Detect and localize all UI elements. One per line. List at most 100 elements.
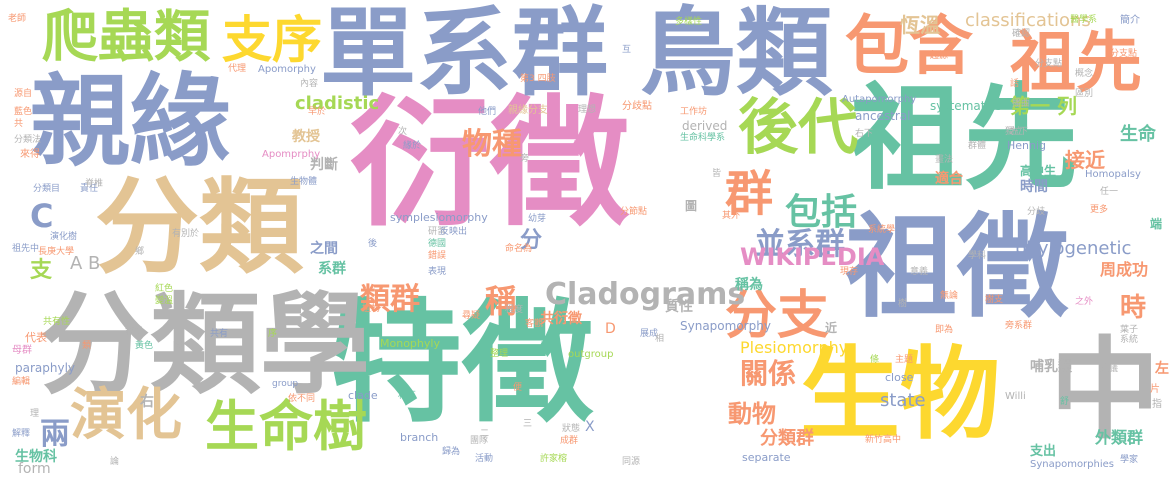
- word: 生命樹: [205, 395, 367, 458]
- word: 皆: [712, 169, 722, 179]
- word: 分節點: [620, 207, 648, 217]
- word: 無論: [940, 291, 959, 301]
- word: 多樣性: [675, 17, 703, 27]
- word: 同源: [622, 457, 641, 467]
- word: 德國: [428, 239, 447, 249]
- word: 程度: [505, 305, 524, 315]
- word: 左下: [1010, 127, 1029, 137]
- word: 舒: [1060, 397, 1070, 407]
- word: classifications: [965, 10, 1091, 31]
- word: 恆溫: [900, 13, 940, 37]
- word: clade: [348, 389, 378, 402]
- word: 尋疑: [462, 311, 481, 321]
- word: 變溫: [155, 296, 174, 306]
- word: Homopalsy: [1085, 169, 1141, 180]
- word: 次: [398, 127, 408, 137]
- word: 新竹高中: [865, 435, 902, 445]
- word: 中: [1050, 326, 1160, 454]
- word: Synapomorphy: [680, 319, 771, 333]
- word: 命名為: [505, 244, 533, 254]
- word: 祖先: [850, 72, 1079, 205]
- word: cladistic: [295, 93, 380, 114]
- word: 類群: [360, 282, 420, 317]
- word: 左: [1155, 361, 1169, 377]
- word: 共: [14, 119, 24, 129]
- word: 單系群: [320, 0, 608, 109]
- word: 祖先中: [12, 244, 40, 254]
- word: 旁: [520, 154, 530, 164]
- word: D: [605, 321, 616, 337]
- word: 兩: [40, 417, 70, 452]
- word: 片: [1150, 384, 1160, 395]
- word: Monophyly: [380, 337, 440, 350]
- word: form: [18, 461, 51, 477]
- word: 藍色: [14, 107, 33, 117]
- word: 後: [368, 239, 378, 249]
- word: state: [880, 390, 926, 411]
- word: 旁系群: [1005, 321, 1033, 331]
- word: 判斷: [310, 157, 338, 173]
- word: 意義: [910, 267, 929, 277]
- word: 表現: [428, 267, 447, 277]
- word: 之間: [310, 241, 338, 257]
- word: X: [585, 419, 595, 435]
- word: 條: [870, 355, 880, 365]
- word: 相: [655, 334, 665, 344]
- word: 客觀: [525, 319, 544, 329]
- word: 分類: [95, 166, 304, 288]
- word: 系統學: [868, 225, 896, 235]
- word: 生命: [1120, 124, 1156, 145]
- word: group: [272, 379, 299, 389]
- word: 其外: [722, 211, 741, 221]
- word: 學科: [968, 251, 987, 261]
- word: 畫法: [935, 155, 954, 165]
- word: 動物: [728, 400, 776, 428]
- word: 獨立: [1005, 127, 1024, 137]
- word: derived: [682, 119, 728, 133]
- word: 近: [825, 321, 838, 335]
- word: 接近: [1065, 148, 1105, 172]
- word: 現存: [840, 267, 859, 277]
- word: Apomprphy: [262, 149, 321, 160]
- word: 共衍徵: [540, 311, 582, 327]
- word: 互: [622, 45, 632, 55]
- word: 共有: [210, 329, 229, 339]
- word: 質性: [665, 299, 693, 315]
- word: 物種: [462, 127, 522, 162]
- word: 支出: [1030, 444, 1057, 459]
- word: 分支: [725, 286, 830, 346]
- word: 包含: [845, 10, 973, 84]
- word: 樹支: [985, 295, 1004, 305]
- word: 三: [523, 419, 533, 429]
- word: Synapomorphies: [1030, 459, 1114, 470]
- word: paraphyly: [15, 361, 76, 375]
- word: close: [885, 371, 914, 384]
- word: 狀態: [562, 424, 581, 434]
- word: 簡介: [1120, 15, 1140, 26]
- word: 鳥類: [640, 0, 832, 109]
- word: 右: [140, 394, 154, 410]
- word: 鄉: [135, 247, 145, 257]
- word: 二: [480, 429, 490, 439]
- word: 任一: [1100, 187, 1119, 197]
- word: 外類群: [1095, 428, 1144, 447]
- word: 並系群: [755, 227, 845, 262]
- word: 親緣分支: [508, 105, 548, 116]
- word: outgroup: [568, 349, 614, 360]
- word: 第3 四肢: [520, 74, 556, 84]
- word: 歸為: [442, 447, 461, 457]
- word: 相互: [398, 391, 417, 401]
- word: 黃色: [135, 341, 154, 351]
- word: Plesiomorphy: [740, 338, 849, 357]
- word: 高中生: [1020, 164, 1057, 178]
- word: 許家榕: [540, 454, 568, 464]
- word: 端: [1150, 217, 1163, 231]
- word: 時間: [1020, 179, 1048, 195]
- word: 來得: [20, 149, 40, 160]
- word: 老師: [8, 14, 27, 24]
- word: ancestral: [855, 109, 911, 123]
- word: 生物: [800, 336, 1000, 453]
- word: 系群: [318, 261, 346, 277]
- word: 爬蟲類: [42, 5, 210, 70]
